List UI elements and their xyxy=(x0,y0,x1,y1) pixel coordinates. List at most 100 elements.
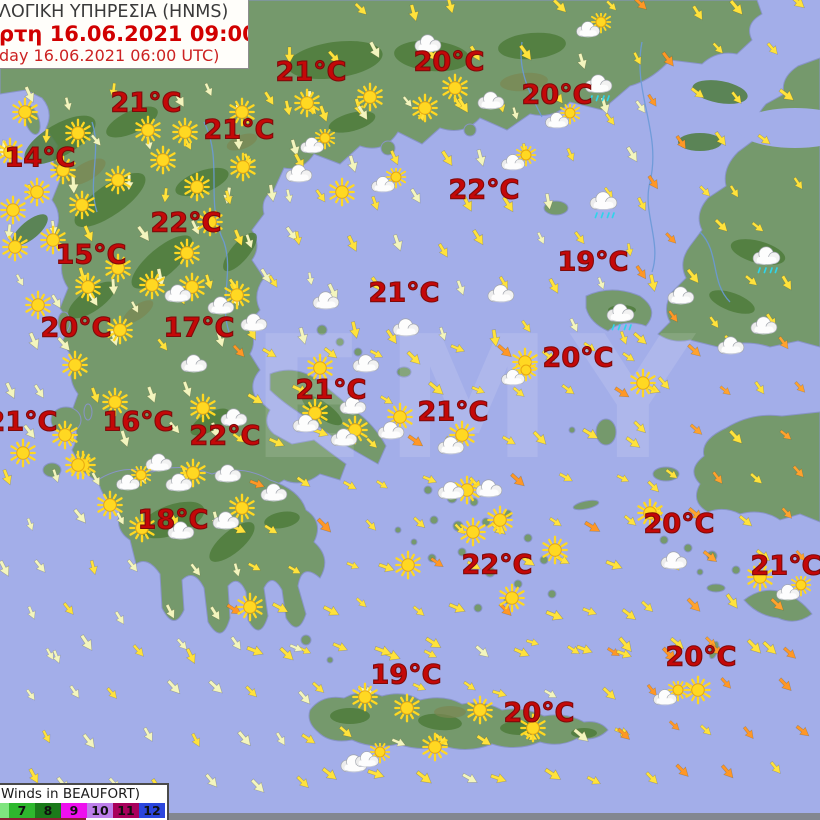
wind-arrow xyxy=(274,98,299,120)
sun-icon xyxy=(227,97,257,131)
wind-arrow xyxy=(0,222,19,242)
wind-arrow xyxy=(275,221,305,250)
sun-icon xyxy=(8,438,38,472)
wind-arrow xyxy=(734,721,761,747)
sun-icon xyxy=(22,177,52,211)
wind-arrow xyxy=(430,145,461,175)
wind-arrow xyxy=(394,92,418,116)
wind-arrow xyxy=(624,48,649,71)
sun-icon xyxy=(67,190,97,224)
legend-box: Winds in BEAUFORT) 7 8 9 10 11 12 xyxy=(0,783,169,820)
wind-arrow xyxy=(241,773,272,804)
wind-arrow xyxy=(712,759,742,788)
wind-arrow xyxy=(318,45,346,73)
wind-arrow xyxy=(266,595,295,626)
wind-arrow xyxy=(168,633,194,658)
sun-icon xyxy=(63,450,93,484)
wind-arrow xyxy=(608,630,641,662)
wind-arrow xyxy=(0,378,24,406)
wind-arrow xyxy=(199,419,227,444)
sun-icon xyxy=(100,387,130,421)
legend-cell: 11 xyxy=(113,803,139,818)
wind-arrow xyxy=(596,109,622,134)
island xyxy=(429,515,439,525)
wind-arrow xyxy=(226,427,251,453)
wind-arrow xyxy=(491,191,522,221)
suncloud-icon xyxy=(650,678,690,713)
wind-arrow xyxy=(337,152,366,178)
wind-arrow xyxy=(626,261,654,288)
wind-arrow xyxy=(181,216,209,242)
wind-arrow xyxy=(639,475,666,502)
temperature-label: 14°C xyxy=(4,142,76,174)
wind-arrow xyxy=(358,515,384,540)
cloud-icon xyxy=(374,420,407,445)
suncloud-icon xyxy=(498,143,538,178)
wind-arrow xyxy=(566,50,594,75)
wind-arrow xyxy=(692,719,717,745)
cloud-icon xyxy=(336,395,369,420)
wind-arrow xyxy=(419,643,442,668)
sun-icon xyxy=(228,152,258,186)
sun-icon xyxy=(0,137,25,171)
wind-arrow xyxy=(609,328,633,350)
wind-arrow xyxy=(266,727,293,753)
wind-arrow xyxy=(361,193,386,216)
cloud-icon xyxy=(282,163,315,188)
wind-arrow xyxy=(408,763,440,796)
cloud-icon xyxy=(309,290,342,315)
wind-arrow xyxy=(615,141,646,171)
wind-arrow xyxy=(42,466,66,487)
wind-arrow xyxy=(680,500,711,531)
sun-icon xyxy=(105,315,135,349)
sun-icon xyxy=(63,118,93,152)
wind-arrow xyxy=(60,681,87,707)
sun-icon xyxy=(0,232,30,266)
island xyxy=(659,535,669,545)
wind-arrow xyxy=(748,543,777,573)
wind-arrow xyxy=(676,262,707,293)
wind-arrow xyxy=(750,128,776,155)
raincloud-icon xyxy=(749,245,783,279)
wind-arrow xyxy=(428,239,456,266)
wind-arrow xyxy=(418,629,448,660)
wind-arrow xyxy=(461,555,486,582)
sun-icon xyxy=(23,290,53,324)
wind-arrow xyxy=(307,511,340,543)
wind-arrow xyxy=(18,763,47,791)
suncloud-icon xyxy=(352,740,392,775)
temperature-label: 20°C xyxy=(40,312,112,344)
temperature-label: 20°C xyxy=(521,79,593,111)
sun-icon xyxy=(392,693,422,727)
island xyxy=(394,526,402,534)
wind-arrow xyxy=(638,170,666,197)
sun-icon xyxy=(182,172,212,206)
cloud-icon xyxy=(161,283,194,308)
sun-icon xyxy=(170,117,200,151)
sun-icon xyxy=(222,280,252,314)
suncloud-icon xyxy=(573,10,613,45)
temperature-label: 17°C xyxy=(163,312,235,344)
wind-arrow xyxy=(148,333,175,359)
wind-arrow xyxy=(617,241,638,259)
wind-arrow xyxy=(339,318,367,343)
service-title: ΛΟΓΙΚΗ ΥΠΗΡΕΣΙΑ (HNMS) xyxy=(0,2,229,22)
wind-arrow xyxy=(462,225,493,255)
cloud-icon xyxy=(142,452,175,477)
wind-arrow xyxy=(294,727,321,755)
wind-arrow xyxy=(48,331,79,362)
wind-arrow xyxy=(289,470,316,498)
wind-arrow xyxy=(652,640,685,672)
temperature-label: 21°C xyxy=(750,550,820,582)
temperature-label: 21°C xyxy=(417,396,489,428)
wind-arrow xyxy=(259,271,284,295)
wind-arrow xyxy=(577,514,607,545)
wind-arrow xyxy=(524,424,555,455)
sun-icon xyxy=(485,505,515,539)
wind-arrow xyxy=(6,271,30,293)
wind-arrow xyxy=(502,105,524,125)
wind-arrow xyxy=(737,632,770,664)
wind-arrow xyxy=(511,546,542,578)
wind-arrow xyxy=(220,596,248,626)
wind-arrow xyxy=(637,272,665,297)
